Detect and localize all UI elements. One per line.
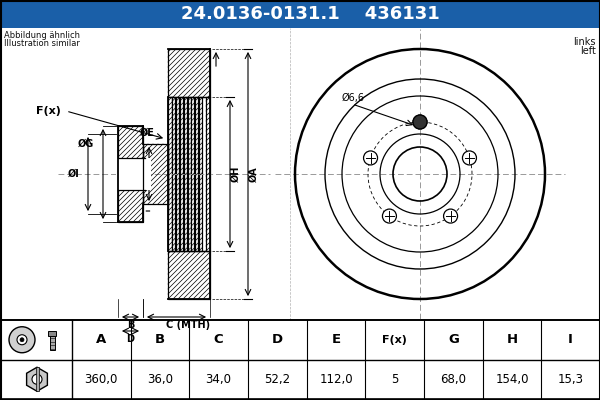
Text: 360,0: 360,0 xyxy=(85,373,118,386)
Circle shape xyxy=(413,115,427,129)
Bar xyxy=(191,97,194,251)
Text: 5: 5 xyxy=(391,373,398,386)
Text: 34,0: 34,0 xyxy=(206,373,232,386)
Bar xyxy=(49,336,55,350)
Text: Abbildung ähnlich: Abbildung ähnlich xyxy=(4,31,80,40)
Bar xyxy=(118,126,143,222)
Bar xyxy=(168,97,172,251)
Text: 154,0: 154,0 xyxy=(495,373,529,386)
Bar xyxy=(168,251,210,299)
Bar xyxy=(35,367,38,391)
Text: C (MTH): C (MTH) xyxy=(166,320,211,330)
Text: ØG: ØG xyxy=(78,139,94,149)
Text: B: B xyxy=(127,320,134,330)
Text: left: left xyxy=(580,46,596,56)
Text: C: C xyxy=(214,333,223,346)
Circle shape xyxy=(20,338,24,342)
Text: H: H xyxy=(506,333,518,346)
Text: ØI: ØI xyxy=(68,169,80,179)
Text: ØA: ØA xyxy=(249,166,259,182)
Text: I: I xyxy=(568,333,573,346)
Text: ØH: ØH xyxy=(231,166,241,182)
Text: ØE: ØE xyxy=(140,128,154,138)
Bar xyxy=(116,158,151,190)
Text: 68,0: 68,0 xyxy=(440,373,466,386)
Bar xyxy=(172,97,175,251)
Text: D: D xyxy=(272,333,283,346)
Text: D: D xyxy=(127,334,134,344)
Bar xyxy=(206,97,210,251)
Text: B: B xyxy=(155,333,165,346)
Text: Ø6,6: Ø6,6 xyxy=(342,93,365,103)
Circle shape xyxy=(463,151,476,165)
Circle shape xyxy=(413,115,427,129)
Bar xyxy=(143,144,168,204)
Text: 15,3: 15,3 xyxy=(557,373,584,386)
Bar xyxy=(0,0,600,28)
Circle shape xyxy=(32,374,42,384)
Bar xyxy=(187,97,191,251)
Bar xyxy=(176,97,179,251)
Text: 24.0136-0131.1    436131: 24.0136-0131.1 436131 xyxy=(181,5,439,23)
Text: A: A xyxy=(96,333,106,346)
Circle shape xyxy=(382,209,397,223)
Text: G: G xyxy=(448,333,459,346)
Text: F(x): F(x) xyxy=(382,335,407,345)
Text: =: = xyxy=(144,208,150,214)
Bar xyxy=(48,331,56,336)
Bar xyxy=(184,97,187,251)
Text: F(x): F(x) xyxy=(36,106,61,116)
Text: E: E xyxy=(331,333,341,346)
Text: 112,0: 112,0 xyxy=(319,373,353,386)
Text: Illustration similar: Illustration similar xyxy=(4,39,80,48)
Bar xyxy=(168,49,210,97)
Bar xyxy=(180,97,183,251)
Bar xyxy=(199,97,202,251)
Bar xyxy=(195,97,198,251)
Text: 36,0: 36,0 xyxy=(147,373,173,386)
Text: 52,2: 52,2 xyxy=(264,373,290,386)
Circle shape xyxy=(9,327,35,353)
Text: links: links xyxy=(574,37,596,47)
Circle shape xyxy=(443,209,458,223)
Circle shape xyxy=(17,335,27,345)
Polygon shape xyxy=(26,367,47,391)
Circle shape xyxy=(364,151,377,165)
Bar xyxy=(0,320,600,399)
